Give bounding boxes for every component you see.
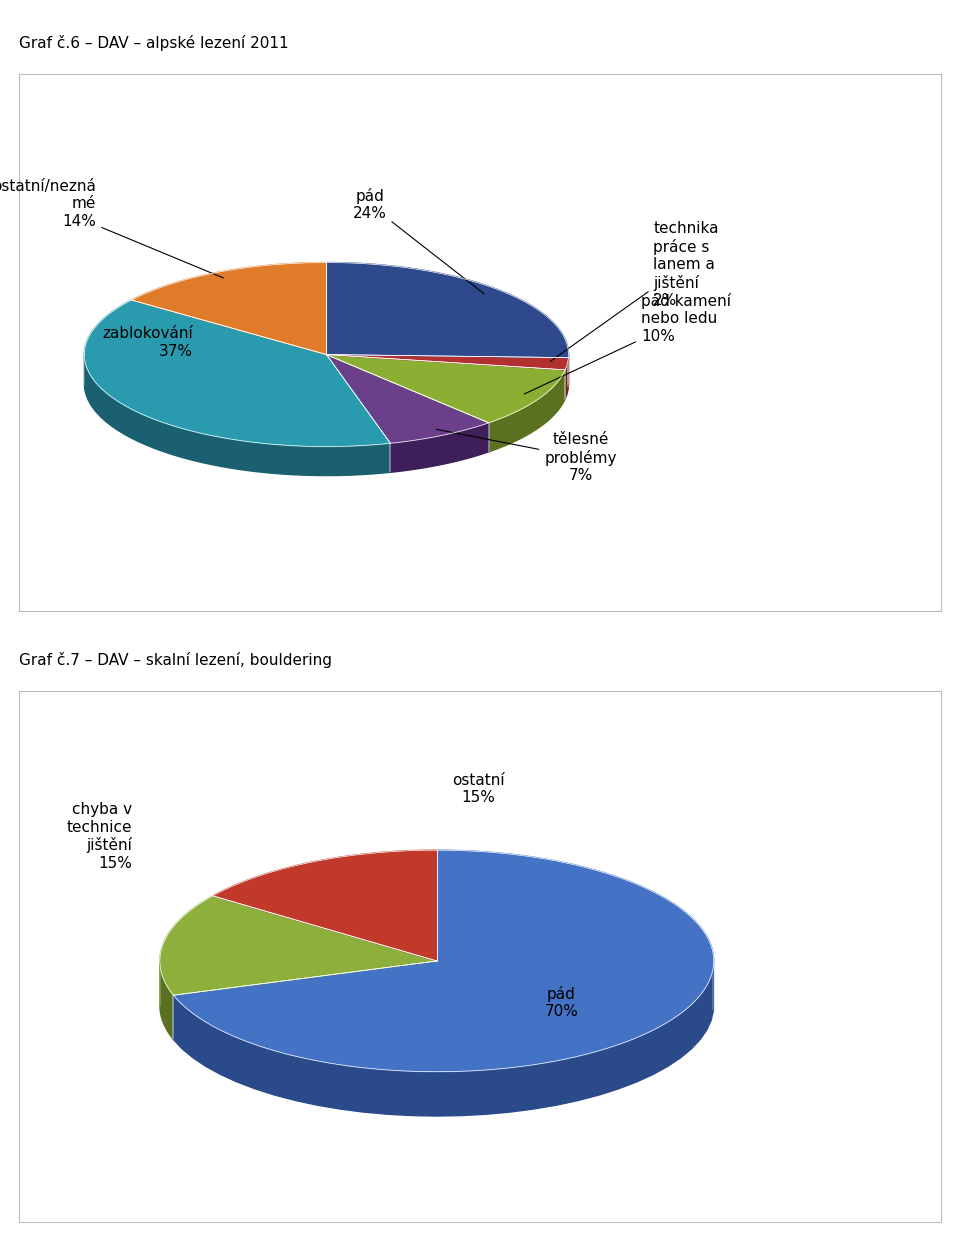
Polygon shape: [489, 370, 565, 452]
Polygon shape: [326, 263, 568, 358]
Text: ostatní
15%: ostatní 15%: [452, 772, 505, 806]
Polygon shape: [160, 961, 174, 1039]
Text: tělesné
problémy
7%: tělesné problémy 7%: [436, 429, 617, 482]
Ellipse shape: [160, 895, 713, 1116]
Text: pád
70%: pád 70%: [544, 986, 578, 1019]
Polygon shape: [132, 263, 326, 354]
Polygon shape: [84, 357, 391, 475]
Polygon shape: [391, 423, 489, 473]
Polygon shape: [326, 354, 565, 423]
Text: technika
práce s
lanem a
jištění
2%: technika práce s lanem a jištění 2%: [550, 221, 719, 362]
Ellipse shape: [84, 291, 568, 475]
Text: pád
24%: pád 24%: [353, 188, 484, 294]
Text: chyba v
technice
jištění
15%: chyba v technice jištění 15%: [66, 802, 132, 870]
Text: ostatní/nezná
mé
14%: ostatní/nezná mé 14%: [0, 179, 224, 278]
Polygon shape: [213, 850, 437, 961]
Text: pád kamení
nebo ledu
10%: pád kamení nebo ledu 10%: [524, 292, 732, 394]
Polygon shape: [565, 358, 568, 399]
Text: Graf č.7 – DAV – skalní lezení, bouldering: Graf č.7 – DAV – skalní lezení, boulderi…: [19, 653, 332, 668]
Polygon shape: [326, 354, 568, 370]
Text: Graf č.6 – DAV – alpské lezení 2011: Graf č.6 – DAV – alpské lezení 2011: [19, 36, 289, 51]
Text: zablokování
37%: zablokování 37%: [103, 326, 193, 359]
Polygon shape: [174, 966, 713, 1116]
Polygon shape: [174, 850, 713, 1071]
Polygon shape: [84, 300, 391, 447]
Polygon shape: [160, 896, 437, 995]
Polygon shape: [326, 354, 489, 443]
